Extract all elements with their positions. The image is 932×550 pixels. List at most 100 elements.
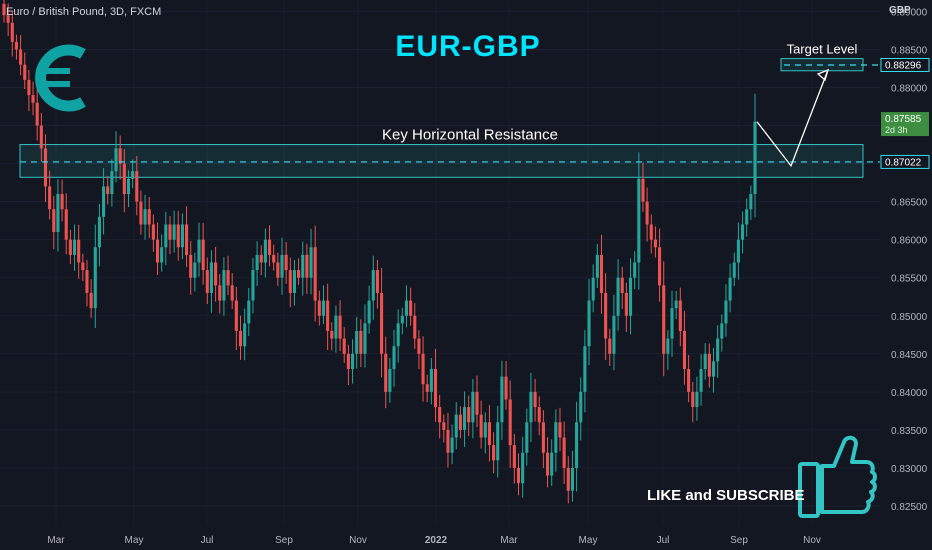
candle-body	[479, 414, 483, 438]
candle-body	[400, 315, 404, 324]
candle-body	[350, 353, 355, 370]
time-axis[interactable]: Mar May Jul Sep Nov 2022 Mar May Jul Sep Nov	[47, 535, 821, 546]
candle-body	[550, 452, 554, 476]
candle-body	[52, 209, 56, 233]
x-tick-label: Mar	[47, 535, 65, 546]
candle-body	[529, 391, 533, 423]
candle-body	[595, 254, 599, 278]
candle-body	[678, 300, 682, 331]
candle-body	[243, 323, 247, 347]
candle-body	[321, 300, 326, 316]
x-tick-label: May	[125, 535, 144, 546]
candle-body	[189, 254, 193, 278]
candle-body	[151, 224, 155, 240]
candle-body	[541, 422, 545, 453]
candle-body	[267, 239, 272, 255]
price-axis[interactable]: 0.890000.885000.880000.875000.870000.865…	[880, 7, 930, 513]
candle-body	[438, 407, 442, 423]
candle-body	[155, 239, 160, 263]
candle-body	[492, 445, 496, 461]
candle-body	[608, 338, 612, 354]
candle-body	[624, 292, 628, 316]
candle-body	[259, 254, 263, 263]
projection-path	[756, 69, 829, 168]
candle-body	[720, 323, 724, 339]
price-label-text: 0.88296	[885, 60, 922, 71]
candle-body	[670, 308, 674, 339]
candle-body	[371, 270, 375, 301]
candle-body	[388, 369, 392, 392]
candle-body	[604, 292, 608, 339]
candle-body	[579, 391, 583, 423]
candle-body	[587, 300, 591, 347]
candle-body	[72, 239, 77, 255]
candle-body	[330, 330, 334, 339]
candle-body	[463, 407, 467, 430]
candle-body	[222, 270, 226, 301]
candle-body	[48, 186, 52, 210]
candle-body	[583, 346, 587, 392]
y-tick-label: 0.86500	[891, 198, 928, 209]
price-label-text: 0.87585	[885, 114, 922, 125]
candle-body	[483, 422, 487, 438]
candle-body	[653, 239, 657, 248]
candle-body	[695, 391, 699, 408]
candle-body	[164, 224, 168, 248]
candle-body	[711, 361, 716, 377]
candle-body	[612, 315, 616, 354]
candle-body	[649, 224, 653, 240]
candle-body	[313, 247, 317, 301]
candle-body	[334, 315, 338, 339]
candle-body	[284, 254, 288, 271]
candle-body	[214, 262, 218, 286]
candle-body	[467, 407, 471, 423]
y-tick-label: 0.83000	[891, 464, 928, 475]
candle-body	[740, 224, 745, 240]
level-price-label	[880, 154, 930, 169]
candle-body	[247, 300, 251, 324]
price-label-countdown: 2d 3h	[885, 125, 908, 135]
candle-body	[620, 277, 624, 293]
candle-body	[272, 254, 276, 263]
candle-body	[122, 163, 126, 195]
y-tick-label: 0.84500	[891, 350, 928, 361]
candle-body	[736, 239, 740, 263]
x-tick-label: Sep	[275, 535, 293, 546]
candle-body	[197, 239, 201, 263]
candle-body	[81, 262, 85, 271]
x-tick-label: Mar	[500, 535, 518, 546]
candle-body	[662, 285, 666, 354]
candle-body	[687, 369, 691, 392]
candle-body	[77, 239, 81, 263]
candle-body	[658, 247, 662, 286]
candle-body	[64, 209, 68, 240]
candle-body	[292, 270, 296, 293]
candle-body	[102, 186, 106, 217]
candle-body	[363, 323, 367, 354]
candle-body	[251, 270, 255, 301]
candle-body	[309, 247, 313, 278]
candle-body	[566, 467, 570, 491]
candle-body	[396, 323, 400, 347]
candle-body	[554, 422, 558, 453]
x-tick-label: Jul	[201, 535, 214, 546]
y-tick-label: 0.88000	[891, 84, 928, 95]
candle-body	[446, 429, 450, 453]
candle-body	[707, 353, 711, 377]
candle-body	[487, 422, 492, 446]
candle-body	[375, 270, 379, 293]
candle-body	[180, 224, 184, 248]
y-tick-label: 0.85500	[891, 274, 928, 285]
candle-body	[512, 445, 516, 468]
candle-body	[317, 300, 321, 316]
candle-body	[413, 315, 417, 339]
candle-body	[23, 64, 27, 80]
y-tick-label: 0.82500	[891, 502, 928, 513]
candle-body	[716, 338, 720, 362]
candle-body	[230, 285, 234, 301]
candle-body	[301, 254, 305, 278]
candle-body	[421, 353, 425, 385]
x-tick-label: Nov	[349, 535, 367, 546]
candle-body	[135, 171, 139, 202]
